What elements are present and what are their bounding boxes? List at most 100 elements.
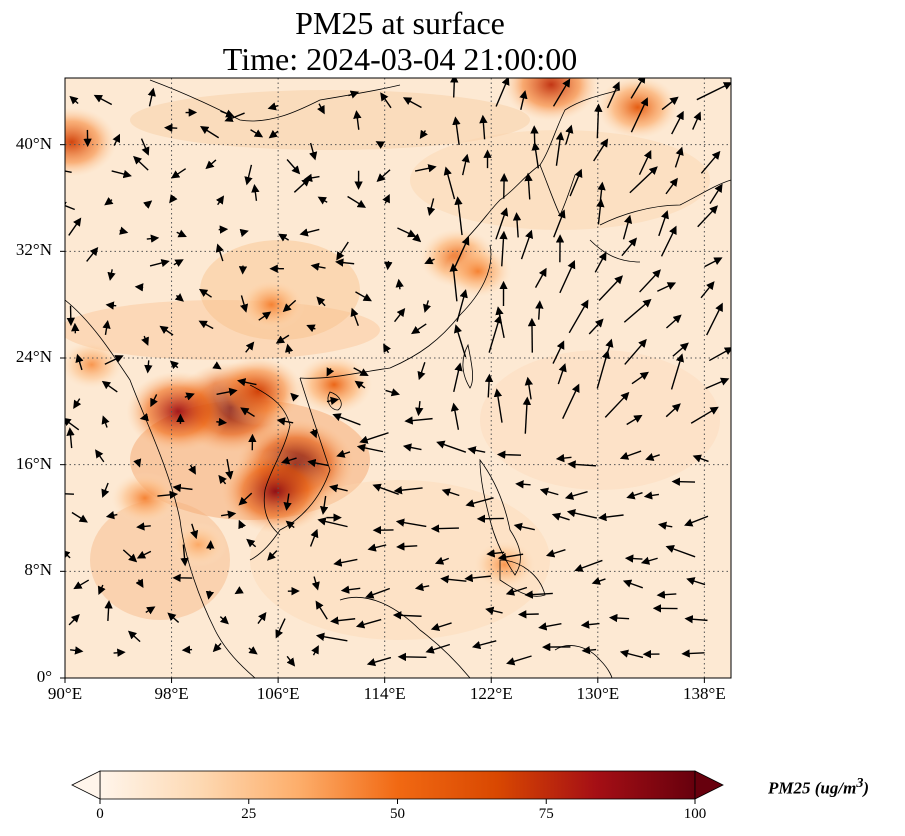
wind-arrow <box>568 299 589 334</box>
wind-arrow <box>485 606 503 615</box>
wind-arrow <box>412 233 422 243</box>
wind-arrow <box>101 380 118 393</box>
wind-arrow <box>630 78 646 99</box>
wind-arrow <box>402 443 422 452</box>
wind-arrow <box>383 343 391 354</box>
wind-arrow <box>75 353 84 371</box>
wind-arrow <box>596 198 605 225</box>
wind-arrow <box>144 360 153 374</box>
wind-arrow <box>382 194 390 204</box>
wind-arrow <box>200 126 220 139</box>
wind-arrow <box>665 403 681 418</box>
lat-tick-label: 40°N <box>15 133 52 153</box>
wind-arrow <box>216 417 228 427</box>
wind-arrow <box>111 169 132 179</box>
wind-arrow <box>622 579 644 589</box>
wind-arrow <box>384 260 393 271</box>
wind-arrow <box>376 169 391 183</box>
wind-arrow <box>594 103 603 139</box>
wind-arrow <box>661 96 679 111</box>
wind-arrow <box>366 656 392 667</box>
wind-arrow <box>684 515 709 527</box>
wind-arrow <box>317 517 348 528</box>
wind-arrow <box>704 257 723 268</box>
wind-arrow <box>174 293 184 302</box>
wind-arrow <box>624 338 647 365</box>
wind-arrow <box>665 314 682 329</box>
wind-arrow <box>393 485 423 495</box>
colorbar-tick-label: 25 <box>241 806 257 822</box>
wind-arrow <box>604 391 630 418</box>
wind-arrow <box>488 314 503 353</box>
wind-arrow <box>149 258 170 268</box>
wind-arrow <box>708 347 731 362</box>
colorbar-gradient <box>99 770 696 800</box>
wind-arrow <box>68 614 80 626</box>
wind-arrow <box>665 545 696 558</box>
wind-arrow <box>159 325 174 336</box>
wind-arrow <box>519 90 528 110</box>
wind-arrow <box>380 92 392 109</box>
wind-arrow <box>581 645 597 655</box>
wind-arrow <box>700 281 715 299</box>
wind-arrow <box>441 488 460 497</box>
wind-arrow <box>173 259 184 267</box>
wind-arrow <box>598 275 623 301</box>
wind-arrow <box>559 260 576 294</box>
wind-arrow <box>566 509 598 519</box>
wind-arrow <box>684 615 708 624</box>
wind-arrow <box>657 282 677 292</box>
wind-arrow <box>484 373 494 398</box>
wind-arrow <box>449 263 458 302</box>
wind-arrow <box>629 166 658 194</box>
wind-arrow <box>246 538 257 548</box>
wind-arrow <box>73 579 90 590</box>
wind-arrow <box>332 413 361 426</box>
colorbar-tick-label: 100 <box>683 806 707 822</box>
wind-arrow <box>397 227 417 238</box>
wind-arrow <box>588 318 604 335</box>
wind-arrow <box>564 490 588 500</box>
pm25-hotspot <box>221 449 330 533</box>
wind-arrow <box>535 300 544 320</box>
wind-arrow <box>440 575 467 584</box>
wind-arrow <box>424 256 435 265</box>
wind-arrow <box>205 159 217 170</box>
wind-arrow <box>359 432 389 444</box>
wind-arrow <box>280 456 297 465</box>
wind-arrow <box>643 491 660 500</box>
wind-arrow <box>396 542 418 551</box>
wind-arrow <box>317 196 328 205</box>
pm25-hotspot <box>473 540 536 589</box>
wind-arrow <box>95 449 105 463</box>
wind-arrow <box>105 301 117 310</box>
wind-arrow <box>240 407 255 418</box>
wind-arrow <box>539 487 559 496</box>
wind-arrow <box>499 230 508 267</box>
colorbar-tick-label: 50 <box>390 806 405 822</box>
wind-arrow <box>464 573 491 583</box>
wind-arrow <box>621 237 637 257</box>
wind-arrow <box>284 343 294 354</box>
wind-arrow <box>218 474 227 485</box>
wind-arrow <box>140 138 150 156</box>
wind-arrow <box>244 164 253 186</box>
wind-arrow <box>419 129 428 140</box>
wind-arrow <box>146 234 160 243</box>
wind-arrow <box>674 146 684 168</box>
wind-arrow <box>309 142 318 161</box>
wind-arrow <box>506 655 532 666</box>
wind-arrow <box>333 558 358 567</box>
wind-arrow <box>522 396 532 434</box>
map-subtitle: Time: 2024-03-04 21:00:00 <box>222 41 578 77</box>
colorbar-title: PM25 (ug/m3) <box>768 775 870 798</box>
wind-arrow <box>524 590 553 599</box>
lon-tick-label: 138°E <box>683 684 726 703</box>
wind-arrow <box>436 440 467 453</box>
wind-arrow <box>555 453 572 463</box>
wind-arrow <box>555 131 565 166</box>
wind-arrow <box>70 646 84 655</box>
wind-arrow <box>319 495 329 515</box>
wind-arrow <box>315 632 348 642</box>
lon-tick-label: 106°E <box>256 684 300 703</box>
